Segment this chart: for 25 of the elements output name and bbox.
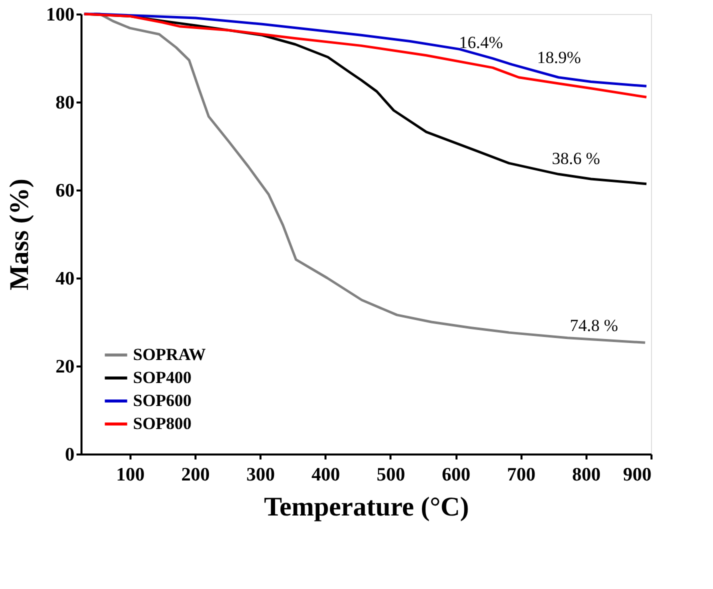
y-tick-label: 80 xyxy=(56,92,74,114)
x-tick-label: 900 xyxy=(623,464,652,486)
legend-label: SOPRAW xyxy=(133,345,206,364)
x-axis-title: Temperature (°C) xyxy=(264,492,470,522)
legend-label: SOP800 xyxy=(133,414,192,433)
annotation: 38.6 % xyxy=(552,149,600,168)
annotation: 74.8 % xyxy=(570,316,618,335)
x-tick-label: 700 xyxy=(506,464,536,486)
y-tick-label: 60 xyxy=(56,180,74,202)
y-axis-title: Mass (%) xyxy=(4,178,34,290)
x-tick-label: 200 xyxy=(181,464,210,486)
x-tick-label: 600 xyxy=(442,464,470,486)
x-tick-label: 500 xyxy=(376,464,406,486)
legend-label: SOP400 xyxy=(133,368,192,387)
y-tick-label: 100 xyxy=(46,4,74,26)
x-tick-label: 800 xyxy=(572,464,601,486)
y-tick-label: 40 xyxy=(56,268,74,290)
y-tick-label: 20 xyxy=(56,356,74,378)
x-tick-label: 300 xyxy=(246,464,275,486)
x-tick-label: 400 xyxy=(312,464,340,486)
annotation: 16.4% xyxy=(459,33,503,52)
y-tick-label: 0 xyxy=(65,444,74,466)
legend-label: SOP600 xyxy=(133,391,192,410)
x-tick-label: 100 xyxy=(116,464,145,486)
annotation: 18.9% xyxy=(537,48,581,67)
